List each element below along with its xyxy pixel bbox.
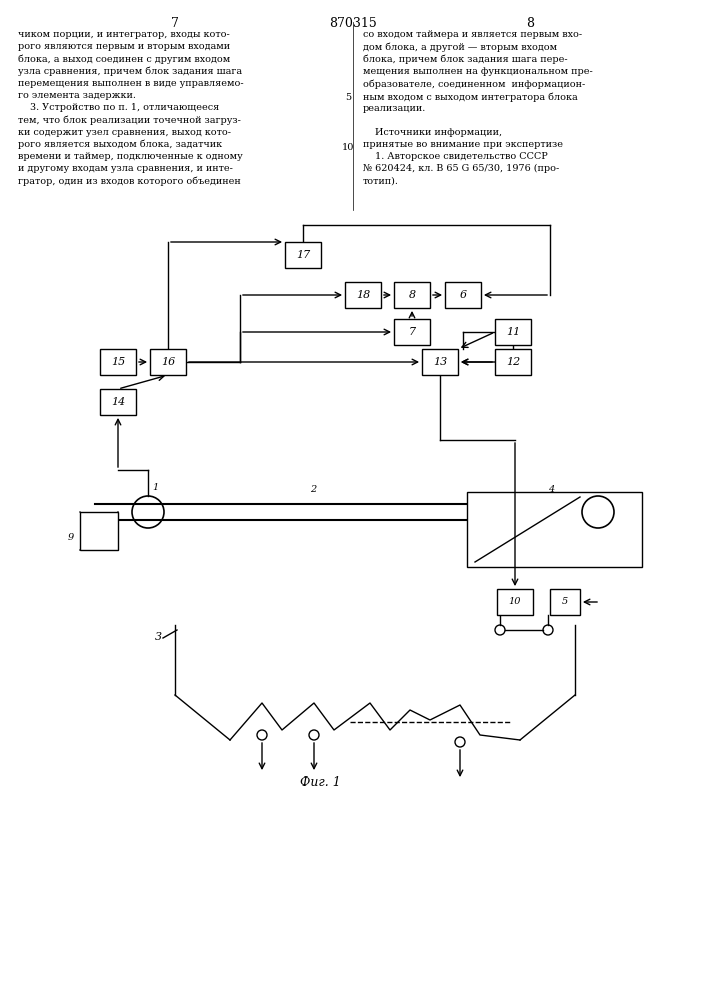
Text: 17: 17 [296, 250, 310, 260]
Text: 7: 7 [171, 17, 179, 30]
Bar [422, 349, 458, 375]
Bar [445, 282, 481, 308]
Bar [467, 492, 642, 567]
Bar [495, 319, 531, 345]
Text: 2: 2 [310, 485, 316, 494]
Text: 8: 8 [526, 17, 534, 30]
Bar [150, 349, 186, 375]
Bar [80, 512, 118, 550]
Text: 4: 4 [548, 485, 554, 494]
Text: 13: 13 [433, 357, 447, 367]
Bar [345, 282, 381, 308]
Bar [550, 589, 580, 615]
Text: 18: 18 [356, 290, 370, 300]
Bar [285, 242, 321, 268]
Text: Фиг. 1: Фиг. 1 [300, 776, 340, 788]
Bar [100, 349, 136, 375]
Text: 5: 5 [562, 597, 568, 606]
Text: 6: 6 [460, 290, 467, 300]
Text: 8: 8 [409, 290, 416, 300]
Text: 7: 7 [409, 327, 416, 337]
Text: 870315: 870315 [329, 17, 377, 30]
Text: 14: 14 [111, 397, 125, 407]
Text: 15: 15 [111, 357, 125, 367]
Text: 1: 1 [152, 483, 158, 492]
Bar [100, 389, 136, 415]
Bar [394, 282, 430, 308]
Bar [497, 589, 533, 615]
Bar [495, 349, 531, 375]
Text: 12: 12 [506, 357, 520, 367]
Text: 5: 5 [345, 93, 351, 102]
Text: 9: 9 [68, 533, 74, 542]
Text: со входом таймера и является первым вхо-
дом блока, а другой — вторым входом
бло: со входом таймера и является первым вхо-… [363, 30, 592, 185]
Text: чиком порции, и интегратор, входы кото-
рого являются первым и вторым входами
бл: чиком порции, и интегратор, входы кото- … [18, 30, 244, 186]
Text: 10: 10 [509, 597, 521, 606]
Text: 11: 11 [506, 327, 520, 337]
Bar [394, 319, 430, 345]
Text: 10: 10 [341, 142, 354, 151]
Text: 3: 3 [155, 632, 162, 642]
Text: 16: 16 [161, 357, 175, 367]
